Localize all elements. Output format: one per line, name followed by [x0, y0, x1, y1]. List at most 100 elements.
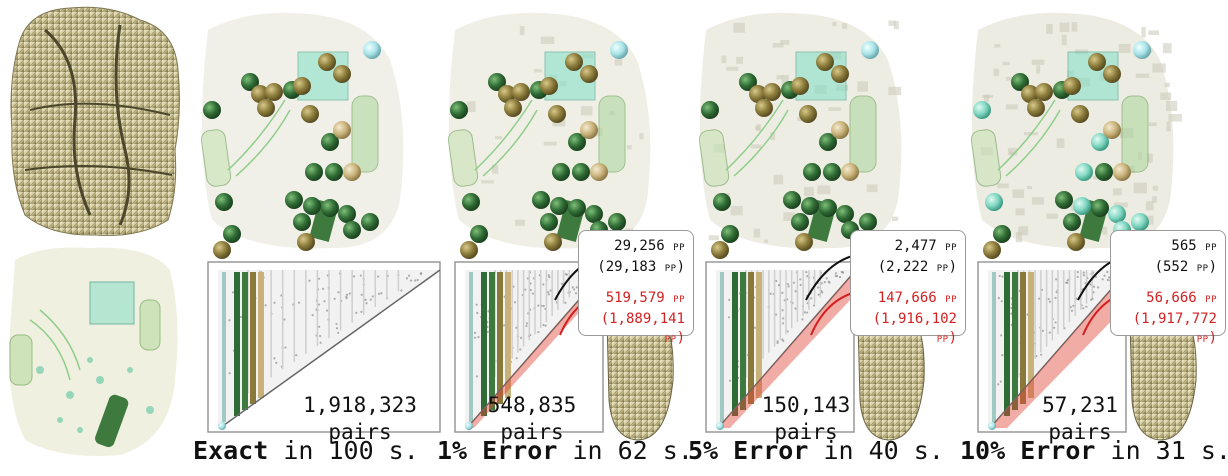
pairs-count-5pct: 150,143 — [761, 393, 851, 417]
diagram-dot — [515, 357, 518, 360]
diagram-dot — [998, 274, 1001, 278]
pairs-label-10pct: 57,231 pairs — [1020, 392, 1140, 446]
diagram-dot — [231, 291, 235, 294]
black-exact-unit-10pct: PP — [1196, 264, 1209, 274]
critical-point-sphere — [460, 241, 478, 259]
diagram-dot — [1097, 286, 1100, 289]
noise-patch — [751, 144, 762, 149]
critical-point-sphere — [859, 213, 877, 231]
diagram-dot — [1055, 291, 1058, 294]
noise-patch — [708, 235, 719, 241]
noise-patch — [866, 184, 878, 193]
noise-patch — [1148, 30, 1160, 36]
diagram-dot — [280, 294, 283, 297]
noise-patch — [1036, 65, 1041, 74]
critical-point-sphere — [819, 133, 837, 151]
noise-patch — [997, 183, 1009, 189]
noise-patch — [540, 36, 555, 45]
noise-patch — [614, 59, 623, 66]
pairs-word-5pct: pairs — [774, 420, 838, 444]
annotation-box-10pct: 565 PP (552 PP) 56,666 PP (1,917,772 PP) — [1110, 230, 1226, 346]
critical-point-sphere — [1055, 191, 1073, 209]
noise-patch — [1026, 185, 1032, 190]
noise-patch — [1031, 59, 1045, 65]
critical-point-sphere — [608, 213, 626, 231]
critical-point-sphere — [343, 221, 361, 239]
diagram-dot — [1065, 281, 1068, 284]
noise-patch — [1166, 121, 1171, 132]
critical-point-sphere — [1063, 77, 1081, 95]
diagram-dot — [297, 301, 301, 304]
diagram-dot — [544, 324, 547, 327]
diagram-dot — [335, 322, 338, 326]
feature-panel-e1 — [447, 12, 651, 259]
annotation-box-1pct: 29,256 PP (29,183 PP) 519,579 PP (1,889,… — [578, 230, 694, 346]
noise-patch — [1009, 151, 1015, 156]
persistent-pair-bar — [748, 272, 754, 404]
origin-marker — [218, 422, 226, 430]
critical-point-sphere — [1091, 133, 1109, 151]
critical-point-sphere — [1095, 163, 1113, 181]
critical-point-sphere — [836, 205, 854, 223]
diagram-dot — [805, 271, 808, 274]
caption-bold-exact: Exact — [193, 436, 269, 465]
noise-patch — [1141, 26, 1146, 38]
noise-patch — [1046, 213, 1058, 219]
noise-patch — [783, 212, 795, 222]
diagram-dot — [820, 282, 823, 285]
diagram-dot — [1076, 271, 1079, 274]
diagram-dot — [774, 313, 778, 316]
caption-bold-10pct: 10% Error — [960, 436, 1096, 465]
noise-patch — [1118, 43, 1131, 54]
noise-patch — [626, 145, 632, 150]
diagram-dot — [1001, 275, 1004, 278]
critical-point-sphere — [303, 197, 321, 215]
diagram-dot — [1107, 276, 1111, 279]
caption-10pct: 10% Error in 31 s. — [960, 436, 1228, 472]
diagram-dot — [348, 292, 351, 295]
critical-point-sphere — [257, 99, 275, 117]
diagram-dot — [295, 354, 298, 357]
diagram-dot — [318, 325, 321, 328]
critical-point-sphere — [488, 73, 506, 91]
noise-patch — [993, 68, 1000, 76]
critical-point-sphere — [1067, 233, 1085, 251]
noise-patch — [1018, 226, 1029, 236]
diagram-dot — [542, 304, 545, 308]
noise-patch — [1006, 76, 1018, 81]
diagram-dot — [997, 383, 1000, 386]
diagram-dot — [782, 339, 785, 343]
critical-point-sphere — [540, 77, 558, 95]
diagram-dot — [365, 302, 368, 305]
diagram-dot — [531, 292, 535, 295]
noise-patch — [832, 21, 837, 27]
diagram-dot — [999, 380, 1002, 383]
persistent-pair-bar — [469, 272, 473, 422]
red-exact-unit-10pct: PP — [1196, 335, 1209, 345]
diagram-dot — [571, 286, 574, 289]
diagram-dot — [1094, 275, 1098, 278]
black-value-5pct: 2,477 — [894, 238, 937, 254]
noise-patch — [857, 81, 868, 92]
diagram-dot — [371, 295, 374, 298]
diagram-dot — [1054, 321, 1057, 324]
persistent-pair-bar — [720, 272, 724, 422]
diagram-dot — [1089, 283, 1092, 286]
persistent-pair-bar — [756, 272, 762, 398]
diagram-dot — [823, 280, 826, 284]
diagram-dot — [1070, 309, 1074, 312]
noise-patch — [1152, 185, 1159, 191]
critical-point-sphere — [213, 241, 231, 259]
persistent-pair-bar — [222, 272, 226, 422]
critical-point-sphere — [816, 53, 834, 71]
noise-patch — [772, 43, 784, 48]
critical-point-sphere — [293, 77, 311, 95]
diagram-dot — [419, 272, 423, 276]
noise-patch — [1160, 92, 1172, 100]
persistent-pair-bar — [732, 272, 738, 416]
diagram-dot — [407, 274, 411, 277]
caption-bold-1pct: 1% Error — [437, 436, 558, 465]
diagram-dot — [537, 330, 540, 334]
faded-mesh-e1 — [448, 12, 651, 249]
persistent-pair-bar — [497, 272, 503, 404]
